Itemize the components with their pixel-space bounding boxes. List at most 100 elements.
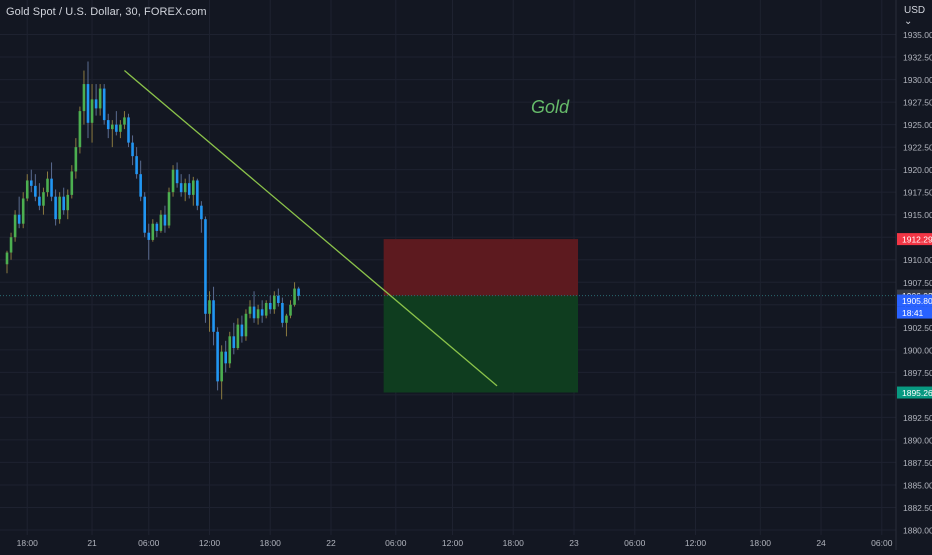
candle-body <box>111 124 114 130</box>
candle-body <box>9 237 13 253</box>
price-tick-label: 1915.00 <box>903 210 932 220</box>
price-tick-label: 1900.00 <box>903 345 932 355</box>
time-tick-label: 06:00 <box>385 538 407 548</box>
time-tick-label: 06:00 <box>138 538 160 548</box>
candle-body <box>54 196 57 220</box>
price-axis[interactable]: 1935.00 1932.50 1930.00 1927.50 1925.00 1922.… <box>903 30 932 535</box>
price-tick-label: 1927.50 <box>903 98 932 108</box>
time-tick-label: 18:00 <box>260 538 282 548</box>
candle-body <box>38 196 41 206</box>
candle-body <box>163 214 167 226</box>
candle-body <box>102 88 106 121</box>
price-tick-label: 1917.50 <box>903 188 932 198</box>
candle-body <box>171 169 175 193</box>
price-tick-label: 1890.00 <box>903 435 932 445</box>
candle-body <box>115 124 118 132</box>
candle-body <box>256 309 260 319</box>
candle-body <box>106 120 110 130</box>
candle-body <box>42 192 45 206</box>
candle-body <box>151 223 155 240</box>
candle-body <box>187 183 191 195</box>
candle-body <box>70 171 74 195</box>
candle-body <box>123 117 126 125</box>
time-tick-label: 24 <box>816 538 826 548</box>
time-axis[interactable]: 18:00 21 06:00 12:00 18:00 22 06:00 12:00 18:00 2… <box>17 538 893 548</box>
bar-countdown-label-bg <box>897 306 932 319</box>
time-tick-label: 12:00 <box>442 538 464 548</box>
candle-body <box>25 180 29 199</box>
candle-body <box>212 300 215 332</box>
time-tick-label: 18:00 <box>503 538 525 548</box>
candle-body <box>175 169 179 184</box>
price-tick-label: 1932.50 <box>903 53 932 63</box>
candle-body <box>232 336 236 349</box>
candle-body <box>297 288 300 296</box>
time-tick-label: 22 <box>326 538 336 548</box>
take-profit-zone[interactable] <box>383 295 579 393</box>
candle-body <box>30 180 33 186</box>
long-position-tool[interactable] <box>383 239 579 393</box>
price-tick-label: 1922.50 <box>903 143 932 153</box>
gold-annotation[interactable]: Gold <box>531 97 570 117</box>
candle-body <box>143 196 146 233</box>
candle-body <box>192 180 195 195</box>
candle-body <box>17 214 21 224</box>
candle-body <box>13 214 17 238</box>
candle-body <box>228 336 232 364</box>
candle-body <box>273 295 276 310</box>
price-tick-label: 1880.00 <box>903 526 932 536</box>
chevron-down-icon: ⌄ <box>904 16 913 27</box>
price-tick-label: 1910.00 <box>903 255 932 265</box>
bar-countdown-label: 18:41 <box>902 308 924 318</box>
candle-body <box>131 142 134 157</box>
time-tick-label: 23 <box>569 538 579 548</box>
candle-body <box>216 331 219 382</box>
time-tick-label: 06:00 <box>624 538 646 548</box>
candle-body <box>289 304 292 316</box>
trendline[interactable] <box>124 70 498 387</box>
candlestick-series <box>5 61 300 400</box>
candle-body <box>167 192 171 226</box>
currency-selector[interactable]: USD ⌄ <box>904 5 932 27</box>
symbol-title[interactable]: Gold Spot / U.S. Dollar, 30, FOREX.com <box>6 6 207 18</box>
current-price-label-bg <box>897 294 932 307</box>
candle-body <box>66 194 70 211</box>
candle-body <box>260 309 264 316</box>
stop-price-label: 1912.29 <box>902 235 932 245</box>
price-tick-label: 1925.00 <box>903 120 932 130</box>
price-tick-label: 1920.00 <box>903 165 932 175</box>
candle-body <box>139 174 142 197</box>
candle-body <box>220 351 223 382</box>
candle-body <box>236 324 240 349</box>
current-price-label: 1905.80 <box>902 296 932 306</box>
candle-body <box>196 180 199 206</box>
candle-body <box>86 84 90 123</box>
candle-body <box>90 99 94 123</box>
price-tick-label: 1882.50 <box>903 503 932 513</box>
candle-body <box>252 306 256 319</box>
candle-body <box>248 306 252 314</box>
candle-body <box>155 223 159 231</box>
candle-body <box>268 302 272 310</box>
time-tick-label: 06:00 <box>871 538 893 548</box>
price-tick-label: 1907.50 <box>903 278 932 288</box>
candle-body <box>208 300 211 314</box>
candle-body <box>5 252 9 265</box>
candle-body <box>62 196 65 211</box>
candle-body <box>147 232 151 240</box>
price-tick-label: 1885.00 <box>903 480 932 490</box>
stop-loss-zone[interactable] <box>383 239 579 296</box>
time-tick-label: 18:00 <box>750 538 772 548</box>
currency-label: USD <box>904 5 926 16</box>
price-tick-label: 1935.00 <box>903 30 932 40</box>
candle-body <box>200 205 203 220</box>
candle-body <box>244 313 248 337</box>
price-tick-label: 1887.50 <box>903 458 932 468</box>
target-price-label: 1895.26 <box>902 388 932 398</box>
price-tick-label: 1892.50 <box>903 413 932 423</box>
candle-body <box>50 178 53 197</box>
candle-body <box>74 147 78 172</box>
